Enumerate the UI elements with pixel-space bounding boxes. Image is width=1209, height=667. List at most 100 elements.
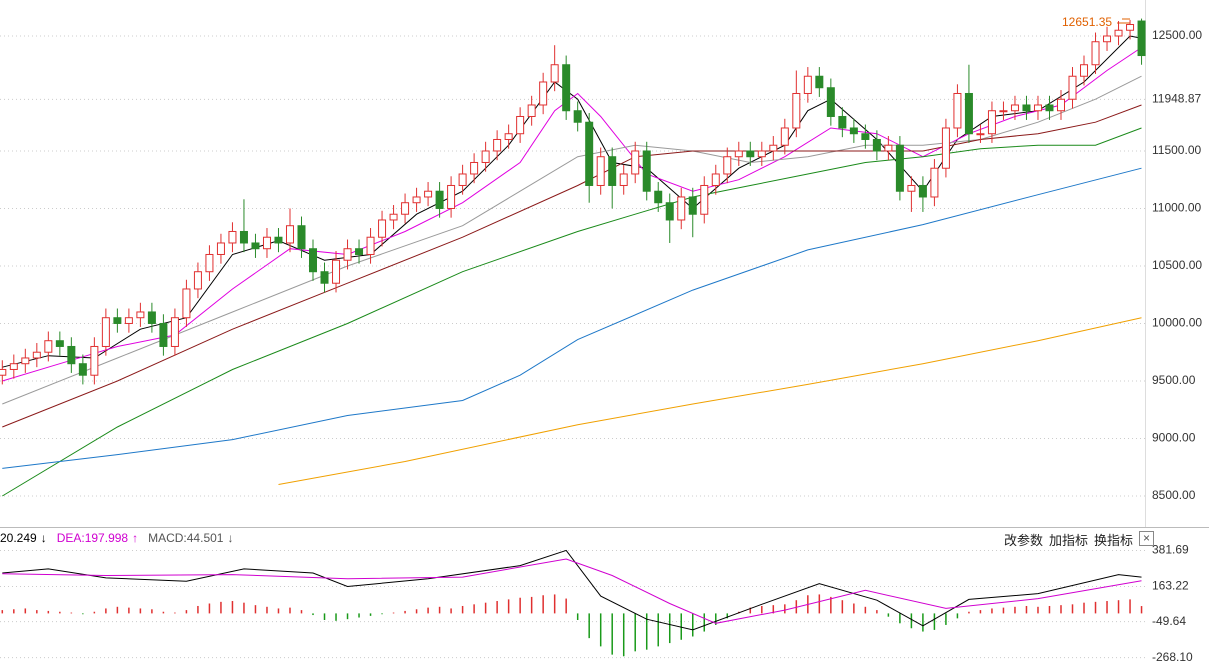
macd-bar xyxy=(47,610,50,614)
candle-body xyxy=(895,144,904,192)
macd-bar xyxy=(784,604,786,614)
macd-bar xyxy=(945,613,947,625)
candle-body xyxy=(953,92,962,129)
candle-body xyxy=(642,150,651,192)
macd-bar xyxy=(818,594,821,614)
add-indicator-button[interactable]: 加指标 xyxy=(1049,534,1089,549)
edit-params-button[interactable]: 改参数 xyxy=(1004,534,1044,549)
macd-bar xyxy=(1048,605,1051,614)
macd-bar xyxy=(922,613,924,632)
macd-bar xyxy=(197,605,199,614)
macd-bar xyxy=(553,594,556,614)
candle-body xyxy=(849,127,858,135)
candle-body xyxy=(780,127,789,146)
candle-body xyxy=(1045,104,1054,112)
candle-body xyxy=(1126,23,1135,31)
switch-indicator-button[interactable]: 换指标 xyxy=(1094,534,1134,549)
macd-bar xyxy=(427,607,429,614)
macd-bar xyxy=(1094,601,1097,614)
macd-bar xyxy=(346,613,349,620)
candle-body xyxy=(861,133,870,140)
macd-bar xyxy=(956,613,959,619)
y-tick-label: 10500.00 xyxy=(1152,258,1202,272)
macd-bar xyxy=(657,613,659,647)
candle-body xyxy=(343,248,352,261)
candle-body xyxy=(596,156,605,186)
candle-body xyxy=(803,75,812,94)
candle-body xyxy=(216,242,225,255)
macd-bar xyxy=(323,613,326,620)
macd-bar xyxy=(243,602,245,614)
candle-body xyxy=(792,92,801,129)
macd-bar xyxy=(36,610,38,614)
macd-bar xyxy=(1,610,4,614)
line-series xyxy=(278,317,1142,485)
y-tick-label: -49.64 xyxy=(1152,614,1186,628)
macd-bar xyxy=(1002,607,1005,614)
candle-body xyxy=(389,213,398,221)
macd-bar xyxy=(1060,605,1062,614)
macd-bar xyxy=(530,596,533,614)
candle-body xyxy=(608,156,617,186)
macd-bar xyxy=(645,613,648,650)
y-tick-label: 10000.00 xyxy=(1152,316,1202,330)
macd-bar xyxy=(968,611,970,614)
macd-bar xyxy=(1083,602,1085,614)
macd-bar xyxy=(761,605,763,614)
macd-bar xyxy=(588,613,590,639)
macd-bar xyxy=(70,612,73,614)
y-tick-label: 11948.87 xyxy=(1152,92,1201,106)
candle-body xyxy=(826,87,835,117)
candle-body xyxy=(654,190,663,204)
macd-bar xyxy=(128,607,130,614)
candle-body xyxy=(67,345,76,365)
close-button[interactable]: × xyxy=(1139,531,1154,546)
candle-body xyxy=(366,236,375,255)
candle-body xyxy=(527,104,536,117)
candle-body xyxy=(447,184,456,209)
candle-body xyxy=(378,219,387,238)
candle-body xyxy=(1137,20,1146,57)
candle-body xyxy=(55,340,64,347)
candle-body xyxy=(9,363,18,370)
macd-bar xyxy=(185,610,188,614)
macd-bar xyxy=(565,598,567,614)
candle-body xyxy=(872,138,881,152)
candle-body xyxy=(941,127,950,169)
macd-bar xyxy=(715,613,717,625)
candle-body xyxy=(987,110,996,135)
macd-bar xyxy=(772,605,775,614)
macd-bar xyxy=(634,613,636,652)
candle-body xyxy=(458,173,467,186)
candle-body xyxy=(688,196,697,215)
candle-body xyxy=(1080,64,1089,77)
macd-bar xyxy=(841,600,844,614)
candle-body xyxy=(309,248,318,273)
candle-body xyxy=(1114,29,1123,37)
candle-body xyxy=(274,236,283,244)
line-series xyxy=(2,127,1142,497)
candle-body xyxy=(205,253,214,273)
candle-body xyxy=(21,357,30,365)
candle-body xyxy=(769,144,778,152)
macd-bar xyxy=(484,602,487,614)
macd-bar xyxy=(277,608,280,614)
macd-bar xyxy=(668,613,671,644)
macd-bar xyxy=(174,612,176,614)
macd-legend: 20.249 ↓ DEA:197.998 ↑ MACD:44.501 ↓ xyxy=(0,531,233,545)
macd-bar xyxy=(450,608,452,614)
candle-body xyxy=(159,322,168,347)
candle-body xyxy=(734,150,743,158)
candle-body xyxy=(239,230,248,244)
macd-bar xyxy=(910,613,913,629)
macd-bar xyxy=(853,603,855,614)
candle-body xyxy=(907,184,916,192)
max-price-label: 12651.35 xyxy=(1062,15,1112,29)
macd-bar xyxy=(254,605,257,614)
candle-body xyxy=(113,317,122,324)
line-series xyxy=(2,167,1142,469)
legend-value: 20.249 xyxy=(0,531,37,545)
macd-bar xyxy=(208,603,211,614)
candle-body xyxy=(470,161,479,175)
